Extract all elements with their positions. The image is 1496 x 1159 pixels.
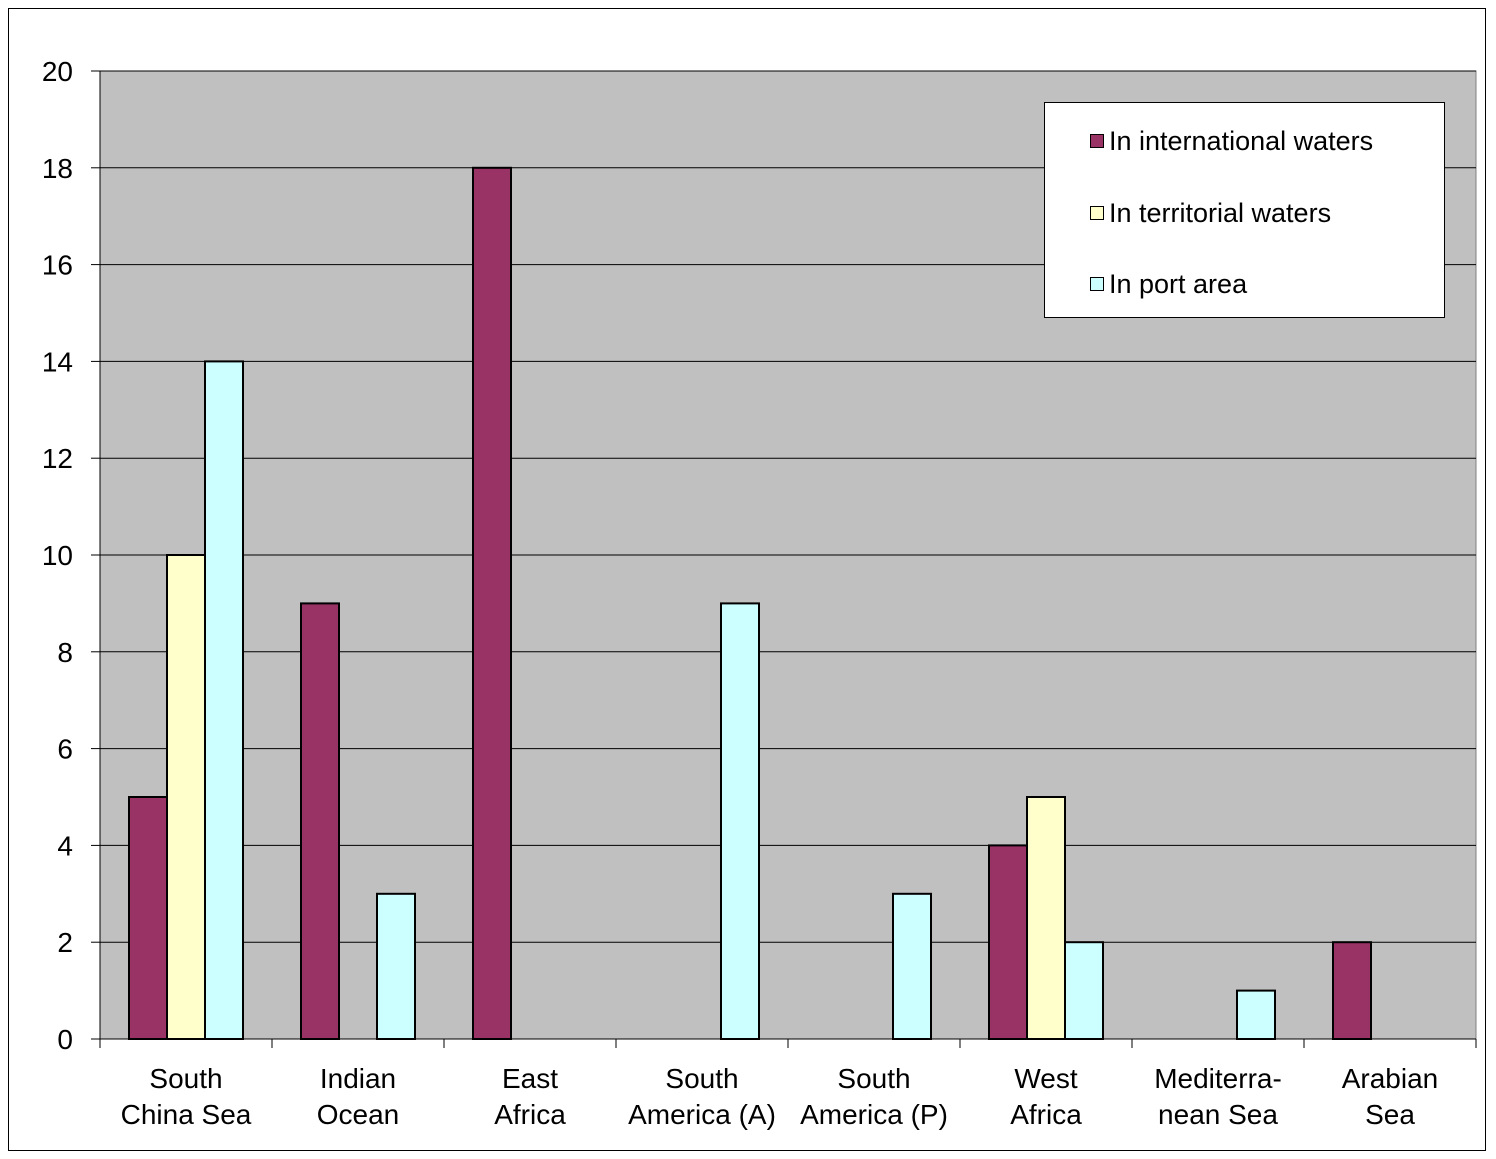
x-category-label: Africa — [494, 1099, 566, 1130]
legend: In international waters In territorial w… — [1044, 102, 1445, 318]
bar — [300, 602, 340, 1041]
y-tick-label: 12 — [42, 443, 73, 474]
x-category-label: Ocean — [317, 1099, 400, 1130]
legend-label-port: In port area — [1109, 268, 1248, 299]
x-category-label: China Sea — [121, 1099, 252, 1130]
bar — [988, 844, 1028, 1041]
bar — [376, 892, 416, 1040]
y-tick-label: 16 — [42, 250, 73, 281]
legend-item-international: In international waters — [1090, 126, 1373, 156]
x-category-label: South — [149, 1063, 222, 1094]
bar — [1064, 941, 1104, 1041]
bar — [128, 796, 168, 1040]
bar — [204, 360, 244, 1040]
x-category-label: Arabian — [1342, 1063, 1439, 1094]
legend-item-port: In port area — [1090, 269, 1247, 299]
x-category-label: South — [665, 1063, 738, 1094]
bar — [1236, 989, 1276, 1040]
y-tick-label: 6 — [57, 734, 73, 765]
y-tick-label: 2 — [57, 927, 73, 958]
bar — [472, 166, 512, 1041]
y-tick-label: 18 — [42, 153, 73, 184]
x-category-label: East — [502, 1063, 558, 1094]
legend-label-territorial: In territorial waters — [1109, 197, 1332, 228]
x-category-label: Mediterra- — [1154, 1063, 1282, 1094]
y-tick-label: 20 — [42, 56, 73, 87]
bar — [892, 892, 932, 1040]
x-category-label: West — [1014, 1063, 1077, 1094]
y-tick-label: 8 — [57, 637, 73, 668]
x-category-label: America (A) — [628, 1099, 776, 1130]
legend-swatch-international — [1090, 134, 1104, 148]
x-category-label: Africa — [1010, 1099, 1082, 1130]
x-category-label: Sea — [1365, 1099, 1415, 1130]
bar — [1332, 941, 1372, 1041]
legend-swatch-territorial — [1090, 206, 1104, 220]
x-category-label: South — [837, 1063, 910, 1094]
y-tick-label: 4 — [57, 830, 73, 861]
legend-item-territorial: In territorial waters — [1090, 198, 1331, 228]
x-category-label: America (P) — [800, 1099, 948, 1130]
y-tick-label: 0 — [57, 1024, 73, 1055]
bar — [720, 602, 760, 1041]
bar — [1026, 796, 1066, 1040]
x-category-label: nean Sea — [1158, 1099, 1278, 1130]
bar — [166, 554, 206, 1040]
legend-swatch-port — [1090, 277, 1104, 291]
legend-label-international: In international waters — [1109, 125, 1374, 156]
y-tick-label: 10 — [42, 540, 73, 571]
x-category-label: Indian — [320, 1063, 396, 1094]
y-tick-label: 14 — [42, 346, 73, 377]
